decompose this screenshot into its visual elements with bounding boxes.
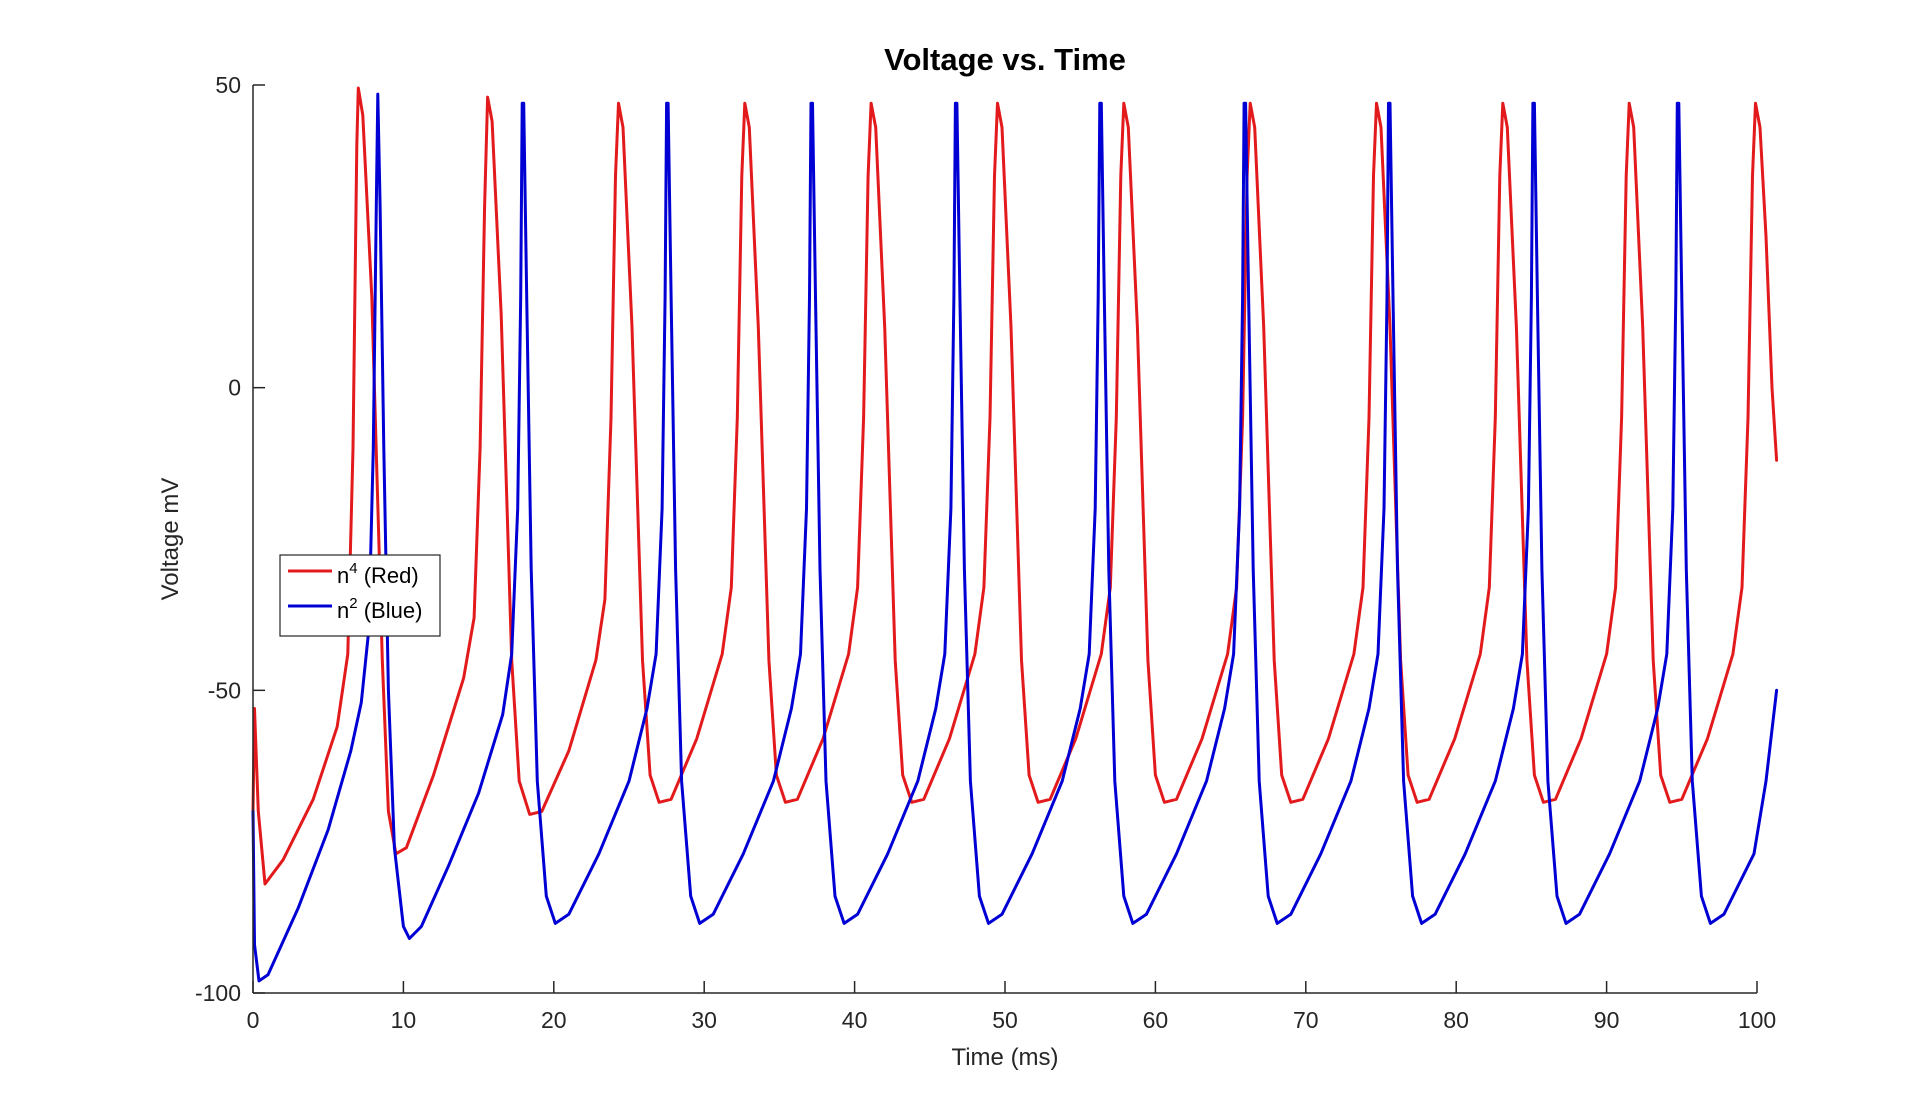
legend-item-red[interactable]: n4 (Red) — [288, 560, 419, 588]
y-axis-ticks: -100 -50 0 50 — [195, 72, 265, 1006]
legend-label: n2 (Blue) — [337, 595, 422, 623]
x-tick-label: 10 — [391, 1007, 417, 1033]
x-tick-label: 30 — [691, 1007, 717, 1033]
legend-box — [279, 554, 441, 637]
x-tick-label: 90 — [1594, 1007, 1620, 1033]
x-tick-label: 70 — [1293, 1007, 1319, 1033]
plot-area: 0 10 20 30 40 50 60 70 80 90 100 -100 -50 0 50 — [195, 72, 1779, 1033]
x-tick-label: 20 — [541, 1007, 567, 1033]
legend[interactable]: n4 (Red)n2 (Blue) — [279, 554, 441, 637]
x-tick-label: 0 — [247, 1007, 260, 1033]
y-axis-label: Voltage mV — [157, 478, 184, 601]
chart-title: Voltage vs. Time — [884, 42, 1126, 77]
x-tick-label: 40 — [842, 1007, 868, 1033]
legend-label: n4 (Red) — [337, 560, 419, 588]
legend-item-blue[interactable]: n2 (Blue) — [288, 595, 422, 623]
y-tick-label: -100 — [195, 980, 241, 1006]
series-line-red — [251, 86, 1779, 886]
y-tick-label: 50 — [215, 72, 241, 98]
x-tick-label: 100 — [1738, 1007, 1776, 1033]
y-tick-label: -50 — [208, 677, 241, 703]
legend-label-superscript: 4 — [349, 560, 357, 577]
legend-label-base: n — [337, 598, 349, 623]
x-tick-label: 60 — [1143, 1007, 1169, 1033]
legend-label-base: n — [337, 563, 349, 588]
legend-label-superscript: 2 — [349, 595, 357, 612]
legend-label-suffix: (Red) — [358, 563, 419, 588]
x-axis-label: Time (ms) — [951, 1044, 1058, 1071]
x-tick-label: 50 — [992, 1007, 1018, 1033]
series-line-blue — [251, 92, 1779, 983]
x-tick-label: 80 — [1443, 1007, 1469, 1033]
x-axis-ticks: 0 10 20 30 40 50 60 70 80 90 100 — [247, 981, 1776, 1033]
series-layer — [251, 86, 1779, 983]
y-tick-label: 0 — [228, 375, 241, 401]
legend-label-suffix: (Blue) — [358, 598, 423, 623]
